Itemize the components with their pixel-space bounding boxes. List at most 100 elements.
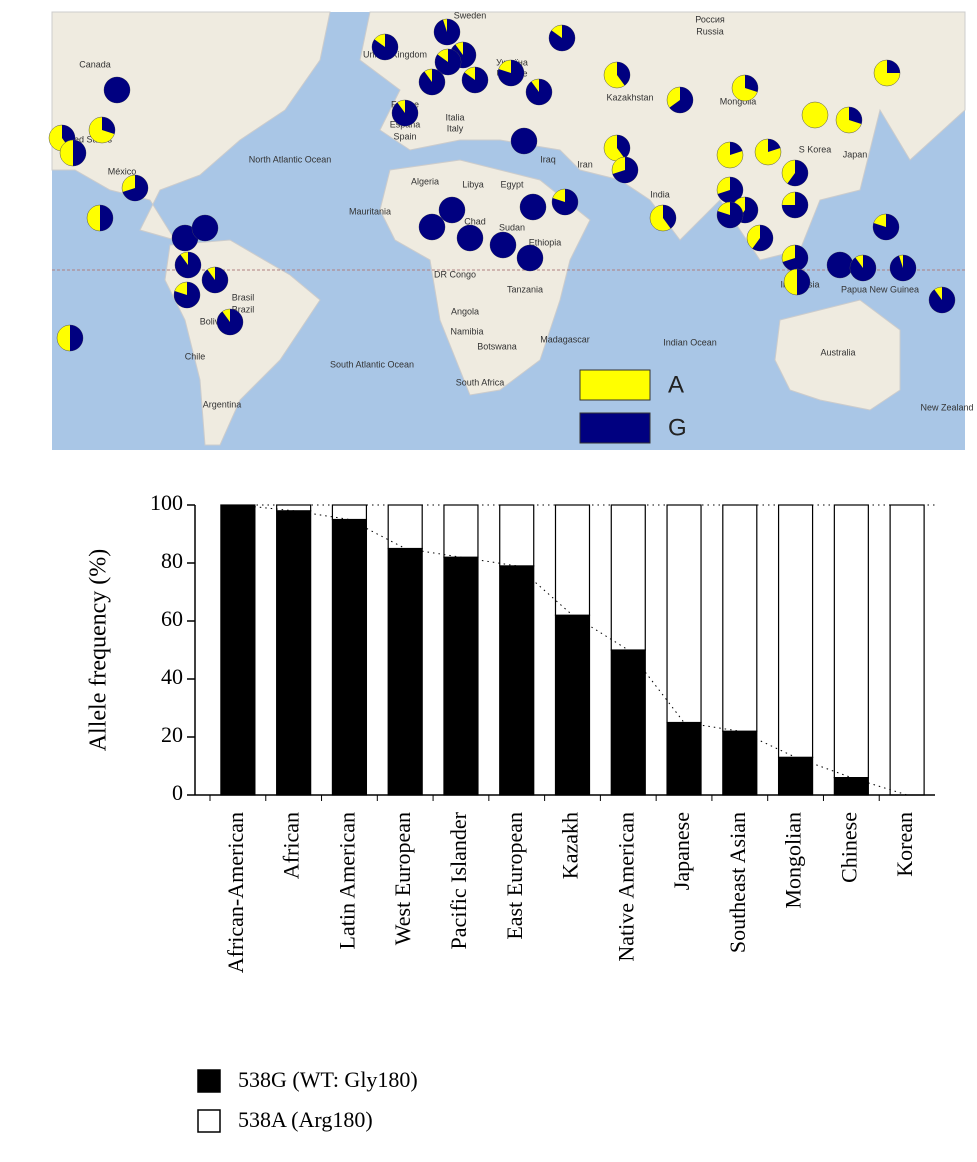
x-tick-label: Pacific Islander	[446, 811, 471, 949]
pie-g	[887, 60, 900, 73]
legend-swatch	[579, 369, 651, 401]
map-label: México	[108, 166, 137, 176]
map-label: Mauritania	[349, 206, 391, 216]
map-label: Indian Ocean	[663, 337, 717, 347]
pie	[497, 59, 525, 87]
y-tick-label: 0	[172, 780, 183, 805]
pie	[173, 281, 201, 309]
y-axis-label: Allele frequency (%)	[86, 549, 112, 752]
pie-g	[434, 49, 461, 75]
legend-swatch	[579, 412, 651, 444]
pie-g	[612, 157, 638, 183]
x-tick-label: Chinese	[836, 812, 861, 883]
pie	[716, 141, 744, 169]
pie	[746, 224, 774, 252]
land	[774, 299, 901, 411]
pie	[801, 101, 829, 129]
pie-g	[192, 215, 218, 241]
pie	[489, 231, 517, 259]
map-label: Kazakhstan	[606, 92, 653, 102]
pie-g	[202, 267, 229, 293]
pie	[391, 99, 419, 127]
pie-g	[439, 197, 465, 223]
pie	[889, 254, 917, 282]
pie-g	[102, 117, 115, 135]
pie	[525, 78, 553, 106]
pie-g	[929, 287, 956, 313]
pie-g	[104, 77, 130, 103]
bar	[610, 649, 646, 796]
bar	[554, 504, 591, 616]
map-label: Madagascar	[540, 334, 590, 344]
legend-swatch	[197, 1069, 221, 1093]
y-tick-label: 80	[161, 548, 183, 573]
pie-g	[849, 107, 862, 125]
pie	[433, 18, 461, 46]
pie-g	[730, 142, 743, 155]
bar	[387, 504, 423, 550]
pie	[781, 159, 809, 187]
pie-g	[552, 189, 579, 215]
map-label: Spain	[393, 131, 416, 141]
pie	[516, 244, 544, 272]
pie	[835, 106, 863, 134]
bar	[722, 730, 758, 796]
pie-g	[768, 139, 781, 152]
bar	[610, 504, 646, 651]
y-tick-label: 60	[161, 606, 183, 631]
bar	[889, 504, 925, 796]
map-label: S Korea	[799, 144, 832, 154]
y-tick-label: 100	[150, 490, 183, 515]
pie-g	[663, 205, 676, 229]
pie	[716, 201, 744, 229]
map-label: Botswana	[477, 341, 517, 351]
pie	[551, 188, 579, 216]
pie-g	[873, 214, 900, 240]
pie-g	[669, 87, 693, 113]
bar-chart: 0 20 40 60 80 100 Allele frequency (%) African-…	[86, 490, 935, 1133]
pie	[510, 127, 538, 155]
pie-g	[850, 255, 877, 281]
pie-g	[216, 309, 243, 335]
pie-g	[174, 252, 201, 279]
pie	[928, 286, 956, 314]
pie	[603, 61, 631, 89]
bar	[833, 504, 869, 779]
pie-g	[797, 269, 810, 295]
pie	[731, 74, 759, 102]
pie	[716, 176, 744, 204]
x-tick-label: Japanese	[669, 812, 694, 890]
map-label: Chile	[185, 351, 206, 361]
pie	[56, 324, 84, 352]
y-tick-label: 20	[161, 722, 183, 747]
bar	[499, 565, 535, 796]
pie	[216, 308, 244, 336]
map-label: Iraq	[540, 154, 556, 164]
map-label: Canada	[79, 59, 111, 69]
pie-a	[801, 101, 829, 129]
pie-g	[100, 205, 113, 231]
pie-g	[526, 79, 552, 106]
bar	[331, 504, 368, 521]
y-tick-label: 40	[161, 664, 183, 689]
map-label: Japan	[843, 149, 868, 159]
legend-label: 538A (Arg180)	[238, 1107, 373, 1132]
pie-g	[617, 135, 631, 159]
x-tick-label: Mongolian	[781, 812, 806, 909]
map-label: Argentina	[203, 399, 242, 409]
map-label: Brazil	[232, 304, 255, 314]
map-label: Russia	[696, 26, 724, 36]
pie-g	[827, 252, 853, 278]
pie	[849, 254, 877, 282]
pie	[434, 48, 462, 76]
pie	[519, 193, 547, 221]
pie-g	[392, 100, 419, 127]
bar	[833, 776, 869, 796]
land	[164, 239, 321, 446]
pie	[418, 68, 446, 96]
x-tick-label: Kazakh	[558, 812, 583, 879]
map-label: New Zealand	[920, 402, 973, 412]
pie	[826, 251, 854, 279]
map-label: Mongolia	[720, 96, 757, 106]
legend-label: A	[668, 371, 684, 398]
